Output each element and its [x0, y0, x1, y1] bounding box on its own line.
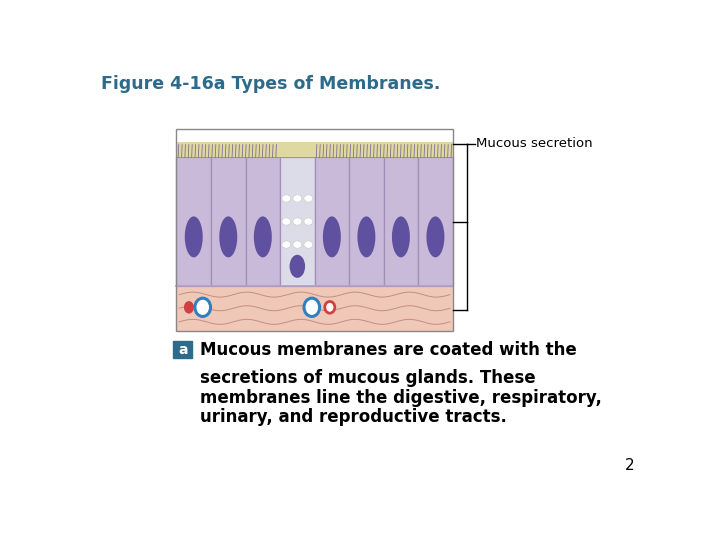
Ellipse shape [357, 217, 375, 258]
Text: secretions of mucous glands. These: secretions of mucous glands. These [200, 369, 536, 387]
Ellipse shape [323, 217, 341, 258]
Bar [176, 129, 453, 331]
Ellipse shape [289, 255, 305, 278]
Ellipse shape [282, 218, 291, 225]
Text: urinary, and reproductive tracts.: urinary, and reproductive tracts. [200, 408, 507, 426]
Ellipse shape [304, 241, 313, 248]
Text: 2: 2 [624, 458, 634, 473]
Bar [246, 158, 280, 286]
Bar [349, 158, 384, 286]
Bar [211, 158, 246, 286]
Text: a: a [178, 342, 187, 356]
Ellipse shape [282, 241, 291, 248]
Ellipse shape [392, 217, 410, 258]
Ellipse shape [293, 218, 302, 225]
Text: Mucous membranes are coated with the: Mucous membranes are coated with the [200, 341, 577, 359]
Ellipse shape [195, 298, 210, 316]
Bar [280, 158, 315, 286]
Bar [176, 158, 211, 286]
Ellipse shape [184, 301, 194, 314]
Bar [176, 143, 453, 158]
Bar [176, 286, 453, 331]
Ellipse shape [293, 195, 302, 202]
Bar [315, 158, 349, 286]
Ellipse shape [185, 217, 203, 258]
Text: Figure 4-16a Types of Membranes.: Figure 4-16a Types of Membranes. [101, 75, 441, 93]
Text: Mucous secretion: Mucous secretion [476, 137, 593, 150]
Ellipse shape [304, 195, 313, 202]
Ellipse shape [293, 241, 302, 248]
Bar [418, 158, 453, 286]
Ellipse shape [304, 218, 313, 225]
FancyBboxPatch shape [173, 341, 192, 358]
Ellipse shape [325, 301, 335, 313]
Text: membranes line the digestive, respiratory,: membranes line the digestive, respirator… [200, 389, 602, 407]
Bar [176, 158, 453, 286]
Bar [384, 158, 418, 286]
Ellipse shape [304, 298, 320, 316]
Ellipse shape [426, 217, 444, 258]
Ellipse shape [220, 217, 238, 258]
Ellipse shape [254, 217, 271, 258]
Bar [176, 129, 453, 331]
Ellipse shape [282, 195, 291, 202]
